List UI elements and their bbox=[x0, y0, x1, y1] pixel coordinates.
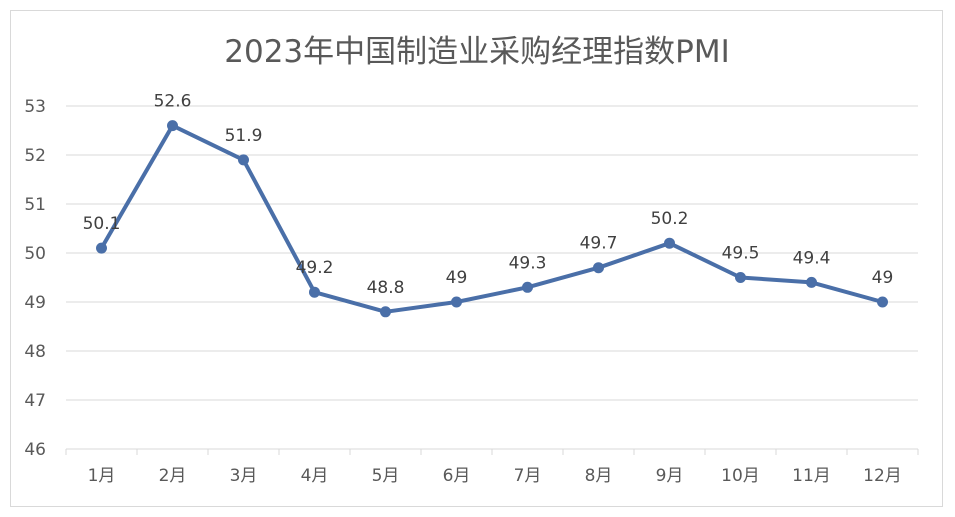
chart-frame bbox=[10, 10, 943, 507]
x-tick-label: 2月 bbox=[159, 466, 187, 486]
x-tick-label: 8月 bbox=[585, 466, 613, 486]
data-point bbox=[593, 262, 604, 274]
data-point bbox=[522, 281, 533, 293]
grid-layer bbox=[66, 105, 918, 450]
x-tick-label: 7月 bbox=[514, 466, 542, 486]
x-tick-label: 9月 bbox=[656, 466, 684, 486]
x-tick-label: 11月 bbox=[792, 466, 831, 486]
data-label: 49.5 bbox=[722, 244, 760, 264]
chart-title: 2023年中国制造业采购经理指数PMI bbox=[224, 34, 729, 70]
y-tick-label: 48 bbox=[24, 342, 46, 362]
y-tick-label: 53 bbox=[24, 97, 46, 117]
x-tick-label: 5月 bbox=[372, 466, 400, 486]
data-label: 50.2 bbox=[651, 209, 689, 229]
data-label: 49.3 bbox=[509, 253, 547, 273]
data-point bbox=[380, 306, 391, 318]
x-tick-label: 6月 bbox=[443, 466, 471, 486]
data-label: 49 bbox=[446, 268, 468, 288]
data-point bbox=[309, 286, 320, 298]
y-tick-label: 51 bbox=[24, 195, 46, 215]
data-label: 51.9 bbox=[225, 126, 263, 146]
data-point bbox=[877, 296, 888, 308]
data-point bbox=[735, 272, 746, 283]
x-tick-label: 12月 bbox=[863, 466, 902, 486]
data-point bbox=[167, 120, 178, 132]
data-label: 49.4 bbox=[793, 248, 831, 268]
data-point bbox=[96, 242, 107, 254]
data-label: 48.8 bbox=[367, 278, 405, 298]
data-label: 49.2 bbox=[296, 258, 334, 278]
series-layer bbox=[96, 120, 888, 318]
series-line bbox=[99, 123, 885, 314]
data-point bbox=[451, 296, 462, 308]
data-label: 49 bbox=[872, 268, 894, 288]
x-tick-label: 4月 bbox=[301, 466, 329, 486]
data-label: 52.6 bbox=[154, 92, 192, 112]
data-point bbox=[238, 154, 249, 166]
x-tick-label: 10月 bbox=[721, 466, 760, 486]
data-point bbox=[664, 237, 675, 249]
data-label: 50.1 bbox=[83, 214, 121, 234]
data-point bbox=[806, 276, 817, 288]
y-tick-label: 46 bbox=[24, 440, 46, 460]
data-labels: 50.1 52.6 51.9 49.2 48.8 49 49.3 49.7 50.2 49.5 49… bbox=[83, 92, 894, 298]
x-axis-ticks: 1月 2月 3月 4月 5月 6月 7月 8月 9月 10月 11月 12月 bbox=[65, 449, 919, 486]
y-axis-ticks: 46 47 48 49 50 51 52 53 bbox=[24, 97, 46, 460]
data-label: 49.7 bbox=[580, 234, 618, 254]
x-tick-label: 1月 bbox=[88, 466, 116, 486]
y-tick-label: 50 bbox=[24, 244, 46, 264]
x-tick-label: 3月 bbox=[230, 466, 258, 486]
y-tick-label: 49 bbox=[24, 293, 46, 313]
y-tick-label: 52 bbox=[24, 146, 46, 166]
y-tick-label: 47 bbox=[24, 391, 46, 411]
